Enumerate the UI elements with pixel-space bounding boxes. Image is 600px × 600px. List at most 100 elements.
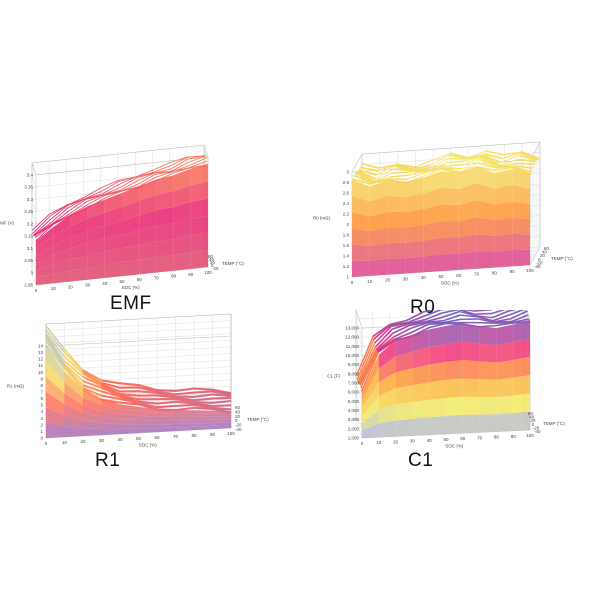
r0-curtain-band bbox=[352, 179, 370, 202]
r1-curtain-band bbox=[138, 428, 157, 433]
c1-curtain-band bbox=[513, 375, 530, 396]
emf-curtain-band bbox=[122, 186, 140, 207]
r0-curtain-band bbox=[369, 258, 388, 276]
r1-curtain-band bbox=[157, 423, 176, 429]
r1-curtain-band bbox=[194, 413, 213, 417]
c1-x-tick: 30 bbox=[410, 439, 416, 444]
r0-x-tick: 90 bbox=[510, 269, 516, 274]
r0-surface-patch bbox=[388, 178, 409, 181]
c1-y-tick: -40 bbox=[534, 429, 541, 434]
emf-curtain-band bbox=[173, 185, 191, 208]
r1-z-tick: 3 bbox=[40, 416, 43, 421]
c1-z-tick: 3,000 bbox=[348, 417, 360, 422]
emf-curtain-band bbox=[87, 238, 105, 256]
emf-curtain-band bbox=[70, 267, 88, 282]
r0-curtain-band bbox=[405, 224, 424, 243]
emf-curtain-band bbox=[53, 226, 71, 246]
r1-surface-patch bbox=[212, 393, 232, 398]
emf-curtain-band bbox=[139, 210, 157, 231]
r0-z-tick: 2.4 bbox=[343, 201, 350, 206]
emf-z-tick: 3.15 bbox=[24, 234, 33, 239]
c1-curtain-band bbox=[446, 414, 463, 434]
emf-z-tick: 3.35 bbox=[24, 185, 33, 190]
c1-curtain-band bbox=[412, 329, 430, 352]
emf-z-tick: 2.95 bbox=[24, 283, 33, 288]
r0-curtain-band bbox=[441, 221, 459, 238]
r0-y-tick: -40 bbox=[534, 264, 541, 269]
r0-curtain-band bbox=[441, 171, 459, 189]
c1-x-tick: 0 bbox=[361, 441, 364, 446]
r0-z-tick: 2.8 bbox=[343, 180, 350, 185]
c1-curtain-band bbox=[446, 359, 463, 380]
c1-surface-patch bbox=[473, 310, 492, 312]
c1-curtain-band bbox=[395, 351, 413, 373]
r0-curtain-band bbox=[441, 237, 459, 255]
emf-curtain-band bbox=[70, 255, 88, 271]
r1-chart: 14 13 12 11 10 9 8 7 6 5 4 3 2 1 0 0 10 20 30 40 50 60 70 80 90 1… bbox=[0, 310, 300, 500]
c1-curtain-band bbox=[496, 324, 514, 346]
emf-x-axis-label: SOC (%) bbox=[122, 285, 141, 290]
emf-x-tick: 70 bbox=[154, 275, 160, 280]
r1-curtain-band bbox=[157, 416, 176, 421]
c1-x-tick: 80 bbox=[494, 435, 500, 440]
c1-curtain-band bbox=[496, 359, 514, 380]
r0-curtain-band bbox=[405, 177, 424, 197]
r0-z-tick: 1.4 bbox=[343, 254, 350, 259]
r1-x-tick: 90 bbox=[210, 432, 216, 437]
r1-x-tick: 80 bbox=[191, 433, 197, 438]
emf-curtain-band bbox=[122, 200, 140, 221]
r0-z-tick: 1 bbox=[346, 275, 349, 280]
r1-curtain-band bbox=[157, 409, 176, 414]
emf-curtain-band bbox=[36, 264, 54, 278]
c1-curtain-band bbox=[362, 382, 379, 416]
r0-surface-patch bbox=[513, 166, 533, 173]
r0-curtain-band bbox=[512, 233, 530, 251]
emf-curtain-band bbox=[104, 192, 122, 213]
emf-z-tick: 3.1 bbox=[27, 246, 34, 251]
emf-y-tick: -20 bbox=[212, 266, 219, 271]
r0-z-tick: 2.6 bbox=[343, 191, 350, 196]
c1-surface-patch bbox=[509, 310, 525, 316]
c1-curtain-band bbox=[395, 334, 413, 357]
r1-x-tick: 70 bbox=[173, 434, 179, 439]
emf-curtain-band bbox=[190, 181, 208, 202]
r0-x-tick: 50 bbox=[438, 274, 444, 279]
r0-curtain-band bbox=[387, 227, 406, 244]
r0-curtain-band bbox=[458, 166, 477, 189]
r0-z-tick: 1.2 bbox=[343, 264, 350, 269]
r0-curtain-band bbox=[476, 183, 495, 205]
r0-surface-patch bbox=[431, 152, 452, 162]
r1-curtain-band bbox=[64, 382, 83, 406]
r1-curtain-band bbox=[212, 413, 231, 418]
r1-curtain-band bbox=[138, 406, 157, 413]
r1-curtain-band bbox=[101, 422, 120, 430]
emf-curtain-band bbox=[122, 230, 140, 249]
r0-z-tick: 2.2 bbox=[343, 212, 350, 217]
r0-z-axis-label: R0 (mΩ) bbox=[313, 215, 331, 220]
c1-surface bbox=[355, 310, 531, 393]
r1-curtain-band bbox=[46, 422, 65, 438]
r1-z-tick: 12 bbox=[38, 357, 44, 362]
c1-z-tick: 7,000 bbox=[348, 381, 360, 386]
r0-z-tick: 2 bbox=[346, 222, 349, 227]
emf-y-tick: 60 bbox=[208, 254, 214, 259]
r0-curtain-band bbox=[352, 260, 370, 277]
c1-plot: 13,000 12,000 11,000 10,000 9,000 8,000 7,000 6… bbox=[327, 310, 565, 449]
emf-curtain-band bbox=[53, 237, 71, 256]
r0-curtain-band bbox=[512, 169, 530, 189]
emf-curtain-band bbox=[70, 242, 88, 260]
c1-curtain-band bbox=[513, 338, 530, 360]
r0-curtain-band bbox=[512, 185, 530, 204]
c1-x-tick: 70 bbox=[477, 435, 483, 440]
emf-x-tick: 90 bbox=[188, 272, 194, 277]
c1-curtain-band bbox=[446, 378, 463, 398]
emf-curtain-band bbox=[156, 254, 174, 273]
c1-x-tick: 20 bbox=[393, 439, 399, 444]
r0-curtain-band bbox=[494, 217, 513, 236]
emf-curtain-band bbox=[87, 264, 105, 280]
r0-curtain-band bbox=[512, 201, 530, 220]
r1-surface-patch bbox=[175, 387, 195, 393]
r0-curtain-band bbox=[369, 195, 388, 217]
emf-curtain-band bbox=[53, 248, 71, 265]
r0-curtain-band bbox=[476, 217, 495, 236]
